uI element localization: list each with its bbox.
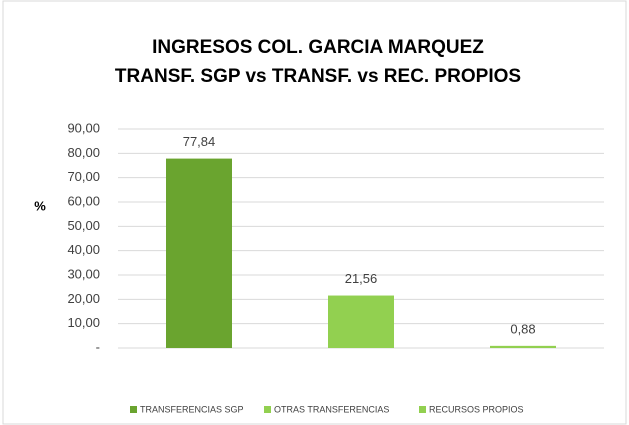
legend-swatch [130, 406, 137, 413]
y-tick-label: - [96, 339, 100, 354]
y-tick-label: 80,00 [67, 145, 100, 160]
y-tick-label: 60,00 [67, 193, 100, 208]
y-tick-label: 30,00 [67, 266, 100, 281]
bar [328, 295, 394, 348]
chart-title: TRANSF. SGP vs TRANSF. vs REC. PROPIOS [115, 66, 521, 87]
y-tick-label: 20,00 [67, 291, 100, 306]
bar [166, 158, 232, 348]
y-tick-label: 90,00 [67, 120, 100, 135]
y-tick-label: 50,00 [67, 218, 100, 233]
y-axis-label: % [34, 198, 46, 213]
y-tick-label: 10,00 [67, 315, 100, 330]
legend-label: TRANSFERENCIAS SGP [140, 404, 244, 414]
chart-title: INGRESOS COL. GARCIA MARQUEZ [152, 37, 484, 58]
legend-label: OTRAS TRANSFERENCIAS [274, 404, 389, 414]
data-label: 77,84 [183, 134, 216, 149]
bar [490, 345, 556, 348]
legend-swatch [419, 406, 426, 413]
legend-label: RECURSOS PROPIOS [429, 404, 524, 414]
y-tick-label: 70,00 [67, 169, 100, 184]
legend-swatch [264, 406, 271, 413]
data-label: 21,56 [345, 271, 378, 286]
data-label: 0,88 [510, 321, 535, 336]
y-tick-label: 40,00 [67, 242, 100, 257]
